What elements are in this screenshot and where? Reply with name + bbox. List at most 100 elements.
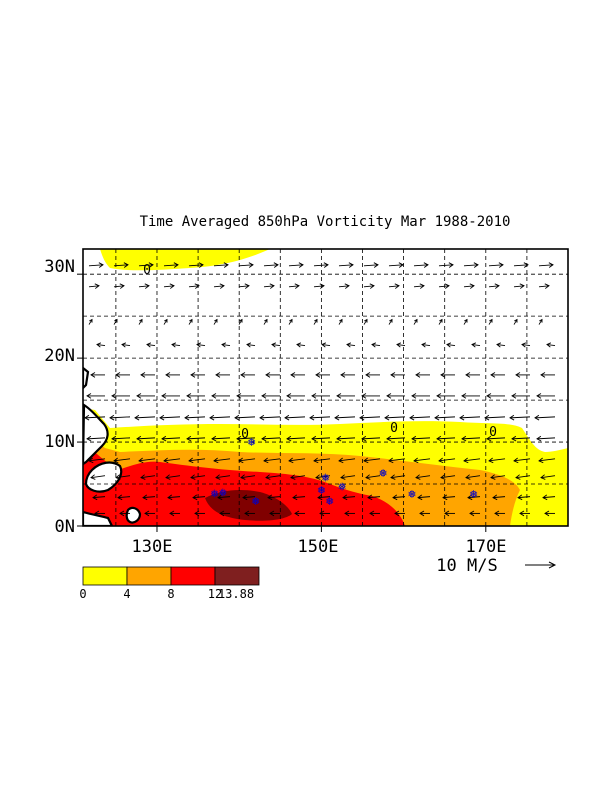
wind-vector: [538, 457, 556, 464]
map-gridlines: [83, 249, 568, 526]
wind-vector: [359, 414, 381, 421]
wind-vector: [340, 372, 355, 378]
wind-vector: [496, 342, 506, 348]
wind-vector: [459, 414, 481, 421]
wind-vector: [440, 474, 456, 480]
wind-vector: [290, 372, 305, 378]
wind-vector: [215, 372, 230, 378]
wind-vector: [492, 494, 506, 501]
wind-vector: [415, 372, 430, 378]
wind-vector: [513, 457, 531, 464]
wind-vector: [465, 474, 481, 480]
wind-vector: [436, 435, 456, 442]
wind-vector: [521, 342, 531, 348]
wind-vector: [311, 435, 331, 442]
y-tick-label: 20N: [44, 346, 75, 366]
wind-vector: [471, 342, 481, 348]
colorbar-swatch: [126, 566, 172, 586]
wind-vector: [113, 318, 118, 325]
wind-vector: [259, 414, 281, 421]
wind-vector: [467, 494, 481, 501]
wind-vector: [390, 372, 405, 378]
wind-vector: [284, 414, 306, 421]
colorbar-swatch: [82, 566, 128, 586]
wind-vector: [209, 414, 231, 421]
wind-vector: [163, 262, 179, 268]
wind-vector: [144, 510, 155, 517]
wind-vector: [463, 318, 468, 325]
wind-vector: [484, 414, 506, 421]
wind-vector: [288, 457, 306, 464]
wind-vector: [538, 318, 543, 325]
wind-vector: [438, 283, 450, 289]
wind-vector: [88, 283, 100, 289]
wind-vector: [488, 283, 500, 289]
wind-vector: [463, 283, 475, 289]
wind-vector: [163, 318, 168, 325]
wind-vector: [461, 393, 480, 399]
wind-vector: [438, 457, 456, 464]
wind-vector: [92, 494, 106, 501]
wind-vector: [138, 262, 154, 268]
wind-vector: [419, 510, 430, 517]
typhoon-genesis-symbol: ❅: [210, 487, 219, 500]
typhoon-genesis-symbol: ❅: [407, 488, 416, 501]
wind-vector: [386, 393, 405, 399]
wind-vector: [188, 283, 200, 289]
wind-vector: [338, 457, 356, 464]
wind-vector: [234, 414, 256, 421]
colorbar-label: 0: [79, 587, 86, 601]
wind-vector: [490, 474, 506, 480]
wind-vector: [411, 393, 430, 399]
wind-vector: [536, 393, 555, 399]
wind-vector: [511, 393, 530, 399]
wind-vector: [240, 372, 255, 378]
wind-vector: [221, 342, 231, 348]
typhoon-genesis-symbol: ❅: [469, 488, 478, 501]
wind-vector: [363, 318, 368, 325]
wind-vector: [444, 510, 455, 517]
wind-vector: [140, 474, 156, 480]
wind-vector: [415, 474, 431, 480]
wind-vector: [261, 435, 281, 442]
wind-vector: [286, 435, 306, 442]
contour-label-zero: 0: [489, 425, 497, 440]
wind-vector: [161, 393, 180, 399]
wind-vector: [434, 414, 456, 421]
wind-vector: [469, 510, 480, 517]
wind-vector: [86, 435, 106, 442]
wind-vector: [238, 457, 256, 464]
typhoon-genesis-symbol: ❅: [378, 467, 387, 480]
wind-vector: [238, 318, 243, 325]
wind-vector: [365, 372, 380, 378]
wind-vector: [309, 414, 331, 421]
wind-vector: [263, 318, 268, 325]
wind-vector: [317, 494, 331, 501]
x-tick-label: 150E: [298, 537, 339, 557]
wind-vector: [271, 342, 281, 348]
colorbar-label: 4: [123, 587, 130, 601]
wind-vector: [417, 494, 431, 501]
wind-vector: [390, 474, 406, 480]
wind-vector: [163, 283, 175, 289]
wind-vector: [319, 510, 330, 517]
wind-vector: [413, 283, 425, 289]
wind-vector: [240, 474, 256, 480]
axis-ticks: [77, 273, 487, 532]
wind-vector: [413, 457, 431, 464]
y-tick-label: 30N: [44, 257, 75, 277]
wind-vector: [486, 435, 506, 442]
wind-vector: [294, 510, 305, 517]
wind-vector: [238, 283, 250, 289]
wind-vector: [486, 393, 505, 399]
wind-vector: [513, 318, 518, 325]
wind-vector: [321, 342, 331, 348]
wind-vector: [369, 510, 380, 517]
wind-vector: [165, 474, 181, 480]
wind-vector-field: [84, 262, 556, 517]
wind-vector: [336, 435, 356, 442]
wind-vector: [386, 435, 406, 442]
wind-vector: [265, 372, 280, 378]
wind-vector: [388, 318, 393, 325]
wind-vector: [540, 474, 556, 480]
